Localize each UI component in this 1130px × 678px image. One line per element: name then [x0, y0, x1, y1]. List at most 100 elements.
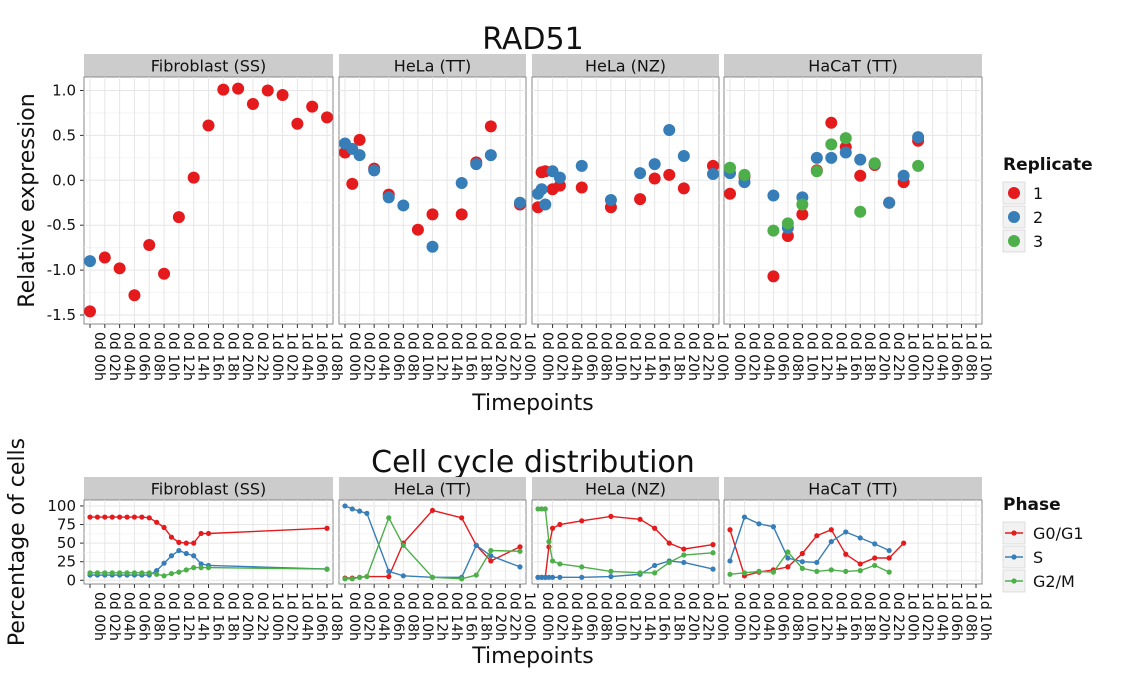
- y-tick-label: 50: [57, 534, 76, 552]
- x-tick-label: 0d 02h: [361, 332, 377, 381]
- data-point-G2-M: [429, 574, 436, 580]
- data-point-S: [727, 558, 733, 564]
- data-point-G2-M: [770, 569, 777, 575]
- data-point-G0-G1: [857, 561, 863, 567]
- facet-strip: [84, 477, 333, 500]
- y-tick-label: -0.5: [47, 216, 76, 234]
- x-tick-label: 0d 16h: [463, 592, 479, 641]
- data-point-rep1: [796, 208, 809, 221]
- legend-label: G0/G1: [1033, 524, 1084, 543]
- facet-label: HeLa (TT): [394, 480, 471, 499]
- data-point-G2-M: [459, 576, 465, 582]
- x-tick-label: 0d 04h: [568, 592, 584, 641]
- data-point-rep3: [912, 159, 925, 172]
- x-tick-label: 0d 22h: [254, 592, 270, 641]
- data-point-G0-G1: [549, 525, 556, 531]
- data-point-G0-G1: [727, 527, 733, 533]
- x-tick-label: 1d 00h: [714, 332, 730, 381]
- x-tick-label: 1d 00h: [905, 332, 921, 381]
- x-tick-label: 1d 00h: [521, 592, 537, 641]
- data-point-G2-M: [198, 565, 204, 571]
- y-tick-label: -1.0: [47, 261, 76, 279]
- data-point-G2-M: [517, 548, 523, 554]
- data-point-rep2: [767, 189, 780, 202]
- x-tick-label: 0d 10h: [612, 332, 628, 381]
- data-point-S: [161, 560, 167, 566]
- data-point-rep1: [98, 251, 111, 264]
- data-point-rep1: [663, 168, 676, 181]
- data-point-G2-M: [557, 561, 563, 567]
- data-point-S: [356, 508, 363, 514]
- data-point-rep2: [397, 199, 410, 212]
- x-tick-label: 0d 08h: [597, 592, 613, 641]
- x-tick-label: 0d 02h: [745, 592, 761, 641]
- y-tick-label: 0: [66, 571, 76, 589]
- facet-label: HeLa (NZ): [585, 57, 666, 76]
- x-tick-label: 1d 00h: [905, 592, 921, 641]
- x-tick-label: 1d 06h: [313, 332, 329, 381]
- data-point-S: [886, 547, 892, 554]
- data-point-S: [770, 524, 777, 530]
- data-point-rep3: [854, 205, 867, 218]
- x-tick-label: 0d 10h: [419, 592, 435, 641]
- x-tick-label: 0d 22h: [506, 592, 522, 641]
- x-tick-label: 1d 06h: [948, 332, 964, 381]
- x-tick-label: 1d 02h: [284, 332, 300, 381]
- data-point-rep1: [854, 169, 867, 182]
- data-point-rep1: [143, 238, 156, 251]
- x-tick-label: 0d 00h: [346, 332, 362, 381]
- data-point-rep2: [825, 151, 838, 164]
- x-tick-label: 0d 00h: [539, 592, 555, 641]
- data-point-S: [349, 506, 355, 512]
- x-tick-label: 0d 00h: [91, 332, 107, 381]
- x-axis-title: Timepoints: [471, 391, 593, 416]
- x-tick-label: 1d 08h: [963, 592, 979, 641]
- x-tick-label: 0d 18h: [224, 592, 240, 641]
- x-tick-label: 0d 06h: [774, 592, 790, 641]
- data-point-G0-G1: [386, 573, 392, 580]
- data-point-G0-G1: [117, 514, 123, 520]
- data-point-rep2: [353, 149, 366, 162]
- x-tick-label: 0d 10h: [419, 332, 435, 381]
- data-point-G2-M: [539, 506, 545, 512]
- x-tick-label: 0d 18h: [224, 332, 240, 381]
- x-tick-label: 0d 18h: [670, 592, 686, 641]
- data-point-G0-G1: [828, 527, 834, 533]
- x-tick-label: 0d 20h: [685, 332, 701, 381]
- x-tick-label: 0d 08h: [789, 332, 805, 381]
- data-point-G0-G1: [198, 530, 204, 537]
- data-point-rep1: [187, 171, 200, 184]
- x-tick-label: 1d 08h: [963, 332, 979, 381]
- data-point-G2-M: [109, 570, 115, 576]
- chart-0: RAD51 1.0 0.5 0.0 -0.5 -1.0 -1.5 Relative expre…: [15, 22, 1093, 416]
- legend-title: Phase: [1003, 495, 1061, 515]
- data-point-G0-G1: [814, 533, 820, 539]
- data-point-G0-G1: [785, 564, 791, 570]
- x-tick-label: 1d 02h: [284, 592, 300, 641]
- data-point-rep1: [411, 223, 424, 236]
- x-tick-label: 0d 20h: [239, 592, 255, 641]
- data-point-S: [168, 553, 175, 559]
- x-tick-label: 0d 12h: [818, 592, 834, 641]
- x-tick-label: 0d 14h: [448, 332, 464, 381]
- data-point-G2-M: [356, 574, 363, 580]
- data-point-G0-G1: [608, 513, 614, 519]
- data-point-rep2: [84, 255, 96, 268]
- x-tick-label: 0d 06h: [135, 592, 151, 641]
- data-point-rep2: [707, 168, 719, 181]
- data-point-rep3: [767, 224, 780, 237]
- data-point-G2-M: [102, 570, 108, 576]
- data-point-rep3: [781, 217, 794, 230]
- x-tick-label: 0d 00h: [346, 592, 362, 641]
- data-point-rep2: [648, 158, 661, 171]
- data-point-S: [785, 555, 791, 561]
- x-tick-label: 0d 04h: [760, 332, 776, 381]
- y-tick-label: -1.5: [47, 306, 76, 324]
- data-point-rep2: [810, 151, 823, 164]
- x-tick-label: 0d 10h: [165, 332, 181, 381]
- data-point-G2-M: [124, 570, 130, 576]
- x-tick-label: 0d 06h: [390, 592, 406, 641]
- x-tick-label: 0d 20h: [492, 332, 508, 381]
